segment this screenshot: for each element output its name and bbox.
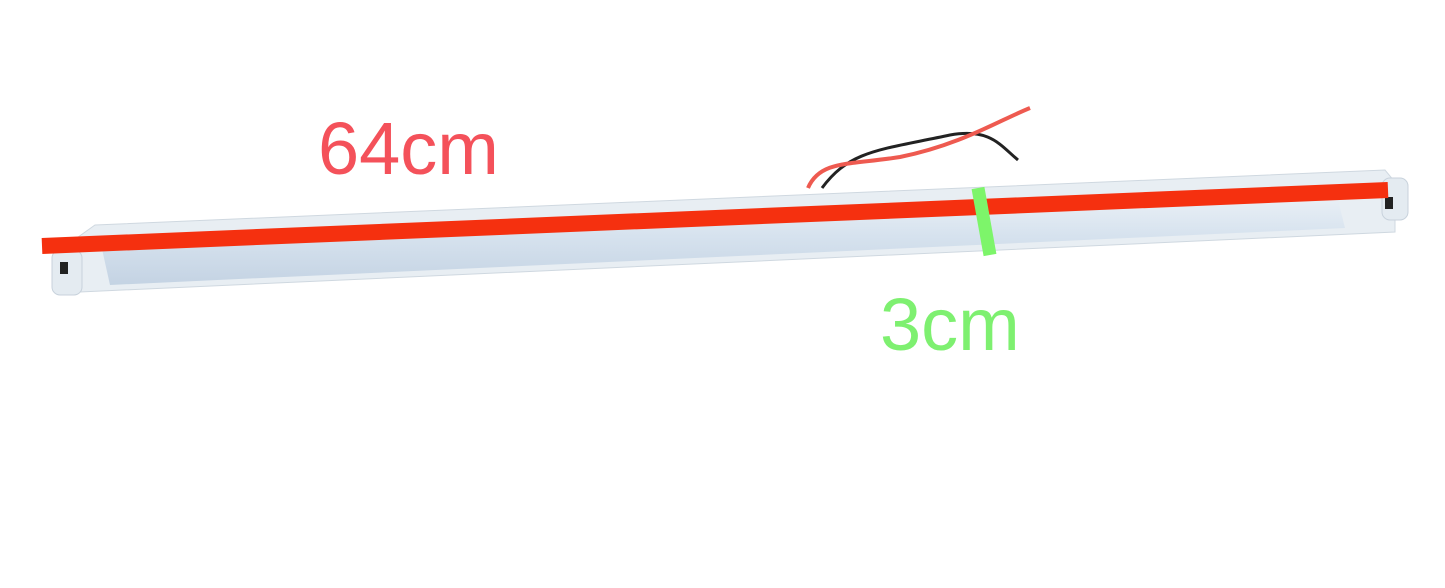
left-pin-slot — [60, 262, 68, 274]
diameter-label: 3cm — [880, 283, 1020, 366]
diameter-measure-line — [971, 186, 997, 257]
length-label: 64cm — [318, 107, 499, 190]
red-wire — [806, 106, 1031, 189]
right-end-cap — [1381, 177, 1409, 221]
black-wire — [820, 131, 1019, 189]
right-pin-slot — [1385, 197, 1393, 209]
length-measure-line — [41, 182, 1389, 254]
